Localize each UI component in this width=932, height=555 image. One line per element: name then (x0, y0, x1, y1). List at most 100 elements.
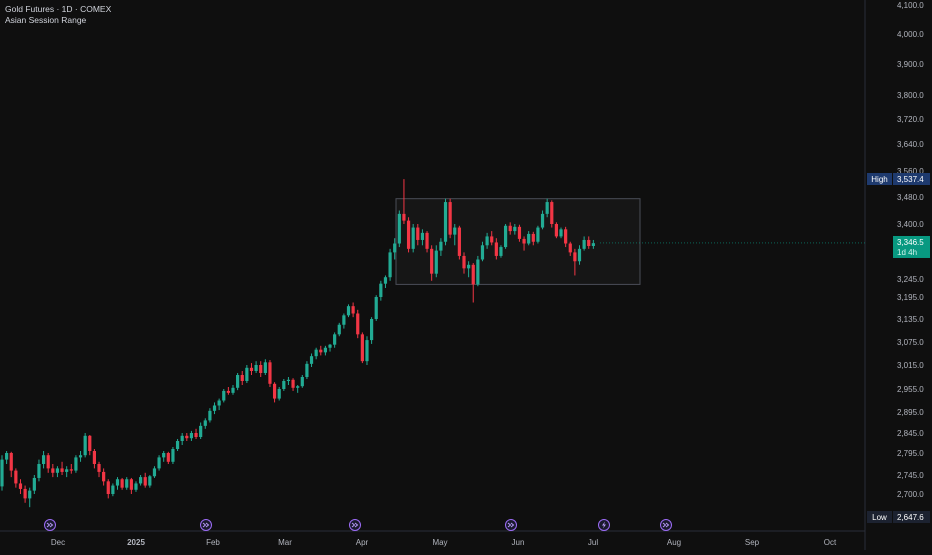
candle[interactable] (314, 347, 318, 360)
candle[interactable] (106, 479, 110, 499)
candle[interactable] (291, 378, 295, 391)
candle[interactable] (393, 238, 397, 260)
candle[interactable] (92, 449, 96, 469)
candle[interactable] (550, 200, 554, 228)
candle[interactable] (305, 361, 309, 379)
candle[interactable] (587, 236, 591, 249)
candle[interactable] (508, 222, 512, 235)
candle[interactable] (134, 481, 138, 492)
candle[interactable] (434, 245, 438, 278)
candle[interactable] (125, 477, 129, 490)
candle[interactable] (416, 224, 420, 246)
candle[interactable] (337, 322, 341, 337)
candle[interactable] (51, 464, 55, 478)
candle[interactable] (397, 210, 401, 248)
candle[interactable] (111, 483, 115, 497)
candle[interactable] (217, 398, 221, 411)
candle[interactable] (342, 313, 346, 329)
event-next-icon[interactable] (349, 519, 361, 531)
event-next-icon[interactable] (44, 519, 56, 531)
candle[interactable] (430, 245, 434, 281)
candle[interactable] (254, 361, 258, 373)
candle[interactable] (231, 385, 235, 395)
price-axis[interactable]: 4,100.0 4,000.0 3,900.0 3,800.0 3,720.0 3,640… (897, 1, 924, 499)
candle[interactable] (65, 466, 69, 478)
candle[interactable] (0, 455, 4, 491)
event-next-icon[interactable] (660, 519, 672, 531)
candle[interactable] (259, 361, 263, 377)
candle[interactable] (194, 428, 198, 439)
candle[interactable] (32, 475, 36, 494)
candle[interactable] (152, 466, 157, 478)
candle[interactable] (185, 433, 189, 441)
candle[interactable] (328, 343, 332, 352)
candle[interactable] (573, 248, 577, 276)
candle[interactable] (476, 255, 480, 287)
candle[interactable] (494, 238, 498, 260)
candle[interactable] (402, 179, 406, 224)
candle[interactable] (480, 241, 485, 262)
time-axis[interactable]: Dec 2025 Feb Mar Apr May Jun Jul Aug Sep Oct (51, 538, 837, 547)
candle[interactable] (296, 385, 300, 393)
candle[interactable] (60, 461, 64, 475)
candle[interactable] (41, 451, 46, 469)
candle[interactable] (370, 317, 374, 344)
candle[interactable] (286, 377, 291, 385)
candle[interactable] (374, 295, 378, 321)
candle[interactable] (69, 464, 73, 474)
candle[interactable] (37, 459, 41, 482)
candle[interactable] (88, 435, 92, 456)
candle[interactable] (189, 430, 194, 441)
candle[interactable] (245, 365, 249, 383)
candle[interactable] (540, 210, 545, 230)
candle[interactable] (162, 451, 166, 462)
candle[interactable] (143, 472, 147, 488)
candle[interactable] (462, 252, 466, 274)
candle[interactable] (272, 382, 277, 403)
candle[interactable] (300, 375, 304, 388)
candle[interactable] (102, 468, 106, 486)
candle[interactable] (18, 479, 23, 494)
session-range-box[interactable] (395, 198, 641, 285)
candle[interactable] (166, 451, 170, 464)
candle[interactable] (559, 227, 563, 239)
candle[interactable] (527, 231, 531, 246)
candle[interactable] (467, 261, 471, 278)
candle[interactable] (411, 224, 415, 253)
event-next-icon[interactable] (505, 519, 517, 531)
candle[interactable] (346, 304, 351, 318)
candle[interactable] (212, 402, 217, 415)
candle[interactable] (531, 231, 535, 246)
candle[interactable] (503, 224, 508, 249)
candle[interactable] (568, 241, 572, 256)
candle[interactable] (157, 455, 161, 471)
candle[interactable] (420, 229, 425, 246)
candle[interactable] (148, 475, 152, 488)
candle[interactable] (351, 302, 355, 318)
candle[interactable] (203, 418, 207, 429)
candle[interactable] (268, 360, 272, 387)
candle[interactable] (208, 408, 212, 423)
candle[interactable] (443, 198, 448, 246)
candle[interactable] (323, 345, 327, 356)
candle[interactable] (277, 387, 281, 401)
candle[interactable] (309, 353, 314, 368)
candle[interactable] (226, 387, 230, 395)
candle[interactable] (120, 477, 124, 490)
candle[interactable] (485, 232, 489, 249)
candle[interactable] (591, 239, 595, 249)
candle[interactable] (83, 433, 87, 458)
candle[interactable] (180, 433, 184, 445)
candle[interactable] (582, 236, 586, 251)
candle[interactable] (439, 238, 443, 256)
candle[interactable] (406, 217, 411, 253)
candle[interactable] (365, 336, 369, 365)
candle[interactable] (499, 245, 503, 258)
candle[interactable] (175, 439, 180, 451)
candle[interactable] (55, 466, 60, 478)
candle[interactable] (333, 332, 337, 348)
candle[interactable] (536, 225, 540, 244)
candle[interactable] (522, 236, 526, 251)
candle[interactable] (513, 224, 517, 235)
